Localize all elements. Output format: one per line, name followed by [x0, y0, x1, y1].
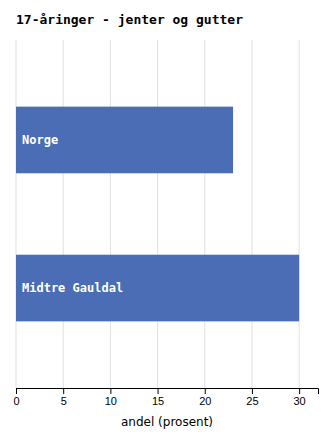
grid-line: [63, 40, 64, 388]
tick: 5: [61, 388, 67, 407]
tick-mark: [16, 388, 17, 394]
grid-line: [251, 40, 252, 388]
grid-line: [204, 40, 205, 388]
category-label: Norge: [22, 133, 58, 147]
x-axis: 0 5 10 15 20 25 30: [13, 388, 318, 407]
grid-line: [299, 40, 300, 388]
tick-label: 25: [246, 395, 258, 407]
grid-line: [110, 40, 111, 388]
category-labels: Norge Midtre Gauldal: [22, 133, 123, 295]
tick-label: 30: [294, 395, 306, 407]
chart: Norge Midtre Gauldal 0 5 10 15 20 25 30 andel (pr…: [0, 0, 336, 438]
tick-mark: [205, 388, 206, 394]
tick: 0: [13, 388, 19, 407]
grid: [16, 40, 299, 388]
title: 17-åringer - jenter og gutter: [16, 12, 243, 27]
plot-area: Norge Midtre Gauldal 0 5 10 15 20 25 30: [13, 40, 318, 407]
grid-line: [157, 40, 158, 388]
tick-label: 5: [61, 395, 67, 407]
axis-line: [17, 389, 319, 395]
bars: [16, 107, 299, 322]
tick: 25: [246, 388, 258, 407]
tick-mark: [252, 388, 253, 394]
tick-mark: [63, 388, 64, 394]
tick-mark: [110, 388, 111, 394]
tick-mark: [299, 388, 300, 394]
tick-label: 10: [105, 395, 117, 407]
bar: [16, 255, 299, 322]
tick: 30: [294, 388, 306, 407]
tick: 20: [199, 388, 211, 407]
tick-label: 15: [152, 395, 164, 407]
x-axis-title: andel (prosent): [121, 415, 213, 429]
tick-mark: [158, 388, 159, 394]
tick-label: 20: [199, 395, 211, 407]
tick-label: 0: [13, 395, 19, 407]
tick: 10: [105, 388, 117, 407]
grid-line: [16, 40, 17, 388]
tick: 15: [152, 388, 164, 407]
category-label: Midtre Gauldal: [22, 281, 123, 295]
bar: [16, 107, 233, 174]
